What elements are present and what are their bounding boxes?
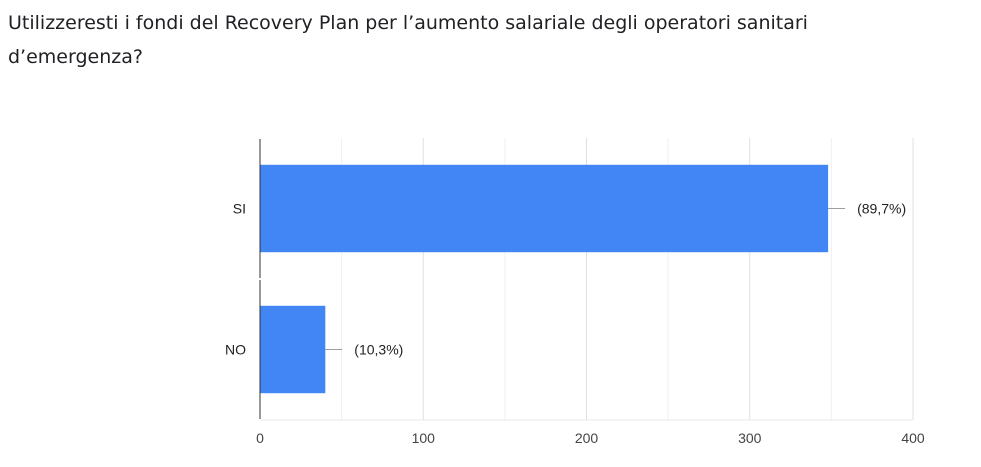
chart-bars: [260, 164, 829, 394]
x-tick-label: 200: [575, 430, 599, 446]
data-label-si: (89,7%): [857, 201, 906, 217]
category-label-no: NO: [225, 342, 246, 358]
category-label-si: SI: [233, 201, 246, 217]
chart-axes: [259, 139, 846, 419]
chart-labels: 0 100 200 300 400 SI (89,7%) NO (10,3%): [225, 201, 925, 447]
x-tick-label: 0: [256, 430, 264, 446]
x-tick-label: 300: [738, 430, 762, 446]
bar-no: [260, 305, 326, 394]
data-label-no: (10,3%): [354, 342, 403, 358]
bar-si: [260, 164, 829, 253]
question-title: Utilizzeresti i fondi del Recovery Plan …: [8, 12, 808, 68]
x-tick-label: 100: [412, 430, 436, 446]
x-tick-label: 400: [901, 430, 925, 446]
